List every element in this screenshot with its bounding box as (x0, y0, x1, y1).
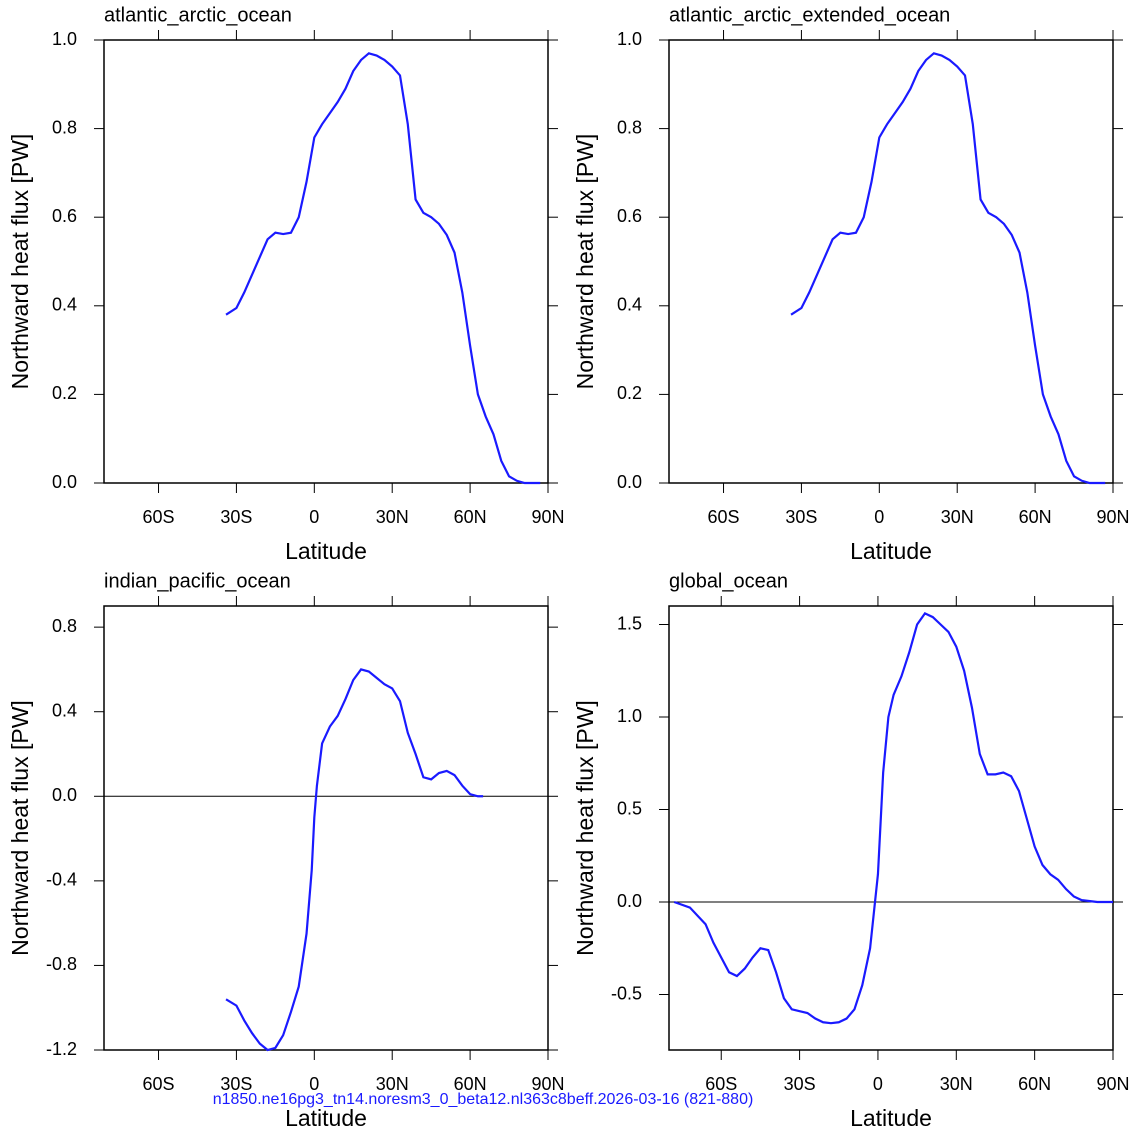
y-tick-label: 1.0 (617, 706, 642, 726)
x-tick-label: 30S (785, 507, 817, 527)
footer: n1850.ne16pg3_tn14.noresm3_0_beta12.nl36… (213, 1091, 754, 1108)
x-tick-label: 60S (708, 507, 740, 527)
y-axis-label: Northward heat flux [PW] (572, 700, 598, 956)
data-line (225, 52, 541, 485)
y-tick-label: 0.8 (617, 117, 642, 137)
plot-frame (668, 39, 1114, 484)
y-tick-label: 0.0 (617, 891, 642, 911)
x-axis-label: Latitude (850, 1105, 932, 1131)
x-tick-label: 60S (143, 1074, 175, 1094)
x-axis-label: Latitude (285, 538, 367, 564)
x-tick-label: 0 (874, 507, 884, 527)
x-tick-label: 0 (309, 1074, 319, 1094)
y-axis-label: Northward heat flux [PW] (7, 700, 33, 956)
y-tick-label: -0.5 (611, 983, 642, 1003)
x-tick-label: 30S (784, 1074, 816, 1094)
x-tick-label: 30N (376, 1074, 409, 1094)
plot-frame (668, 605, 1114, 1051)
y-tick-label: 0.4 (617, 295, 642, 315)
y-tick-label: 0.8 (52, 616, 77, 636)
x-tick-label: 90N (1096, 1074, 1129, 1094)
y-tick-label: 0.6 (52, 206, 77, 226)
panel-title: atlantic_arctic_extended_ocean (669, 4, 950, 26)
y-tick-label: 0.4 (52, 700, 77, 720)
y-tick-label: 0.0 (52, 472, 77, 492)
x-axis-label: Latitude (850, 538, 932, 564)
x-tick-label: 60S (143, 507, 175, 527)
x-tick-label: 90N (1096, 507, 1129, 527)
y-tick-label: 0.8 (52, 117, 77, 137)
y-tick-label: 1.5 (617, 613, 642, 633)
x-tick-label: 90N (531, 1074, 564, 1094)
x-tick-label: 90N (531, 507, 564, 527)
panel-title: atlantic_arctic_ocean (104, 4, 292, 26)
y-tick-label: -1.2 (46, 1039, 77, 1059)
y-tick-label: 0.5 (617, 798, 642, 818)
y-tick-label: -0.4 (46, 870, 77, 890)
y-tick-label: 1.0 (52, 29, 77, 49)
x-tick-label: 30N (376, 507, 409, 527)
plot-frame (103, 39, 549, 484)
y-axis-label: Northward heat flux [PW] (7, 134, 33, 390)
x-tick-label: 30N (940, 1074, 973, 1094)
data-line (225, 668, 484, 1052)
panel-title: indian_pacific_ocean (104, 570, 291, 592)
y-tick-label: 0.6 (617, 206, 642, 226)
data-line (790, 52, 1106, 485)
x-tick-label: 30S (220, 1074, 252, 1094)
y-tick-label: 0.4 (52, 295, 77, 315)
x-tick-label: 0 (309, 507, 319, 527)
x-tick-label: 60N (1019, 507, 1052, 527)
x-tick-label: 30S (220, 507, 252, 527)
y-axis-label: Northward heat flux [PW] (572, 134, 598, 390)
x-tick-label: 30N (941, 507, 974, 527)
panel-title: global_ocean (669, 570, 788, 592)
plot-frame (103, 605, 549, 1051)
x-tick-label: 60S (705, 1074, 737, 1094)
y-tick-label: 0.2 (52, 383, 77, 403)
y-tick-label: 0.0 (617, 472, 642, 492)
x-axis-label: Latitude (285, 1105, 367, 1131)
x-tick-label: 60N (1018, 1074, 1051, 1094)
x-tick-label: 0 (873, 1074, 883, 1094)
y-tick-label: 1.0 (617, 29, 642, 49)
y-tick-label: 0.0 (52, 785, 77, 805)
y-tick-label: -0.8 (46, 954, 77, 974)
y-tick-label: 0.2 (617, 383, 642, 403)
x-tick-label: 60N (454, 507, 487, 527)
x-tick-label: 60N (454, 1074, 487, 1094)
data-line (673, 612, 1113, 1025)
